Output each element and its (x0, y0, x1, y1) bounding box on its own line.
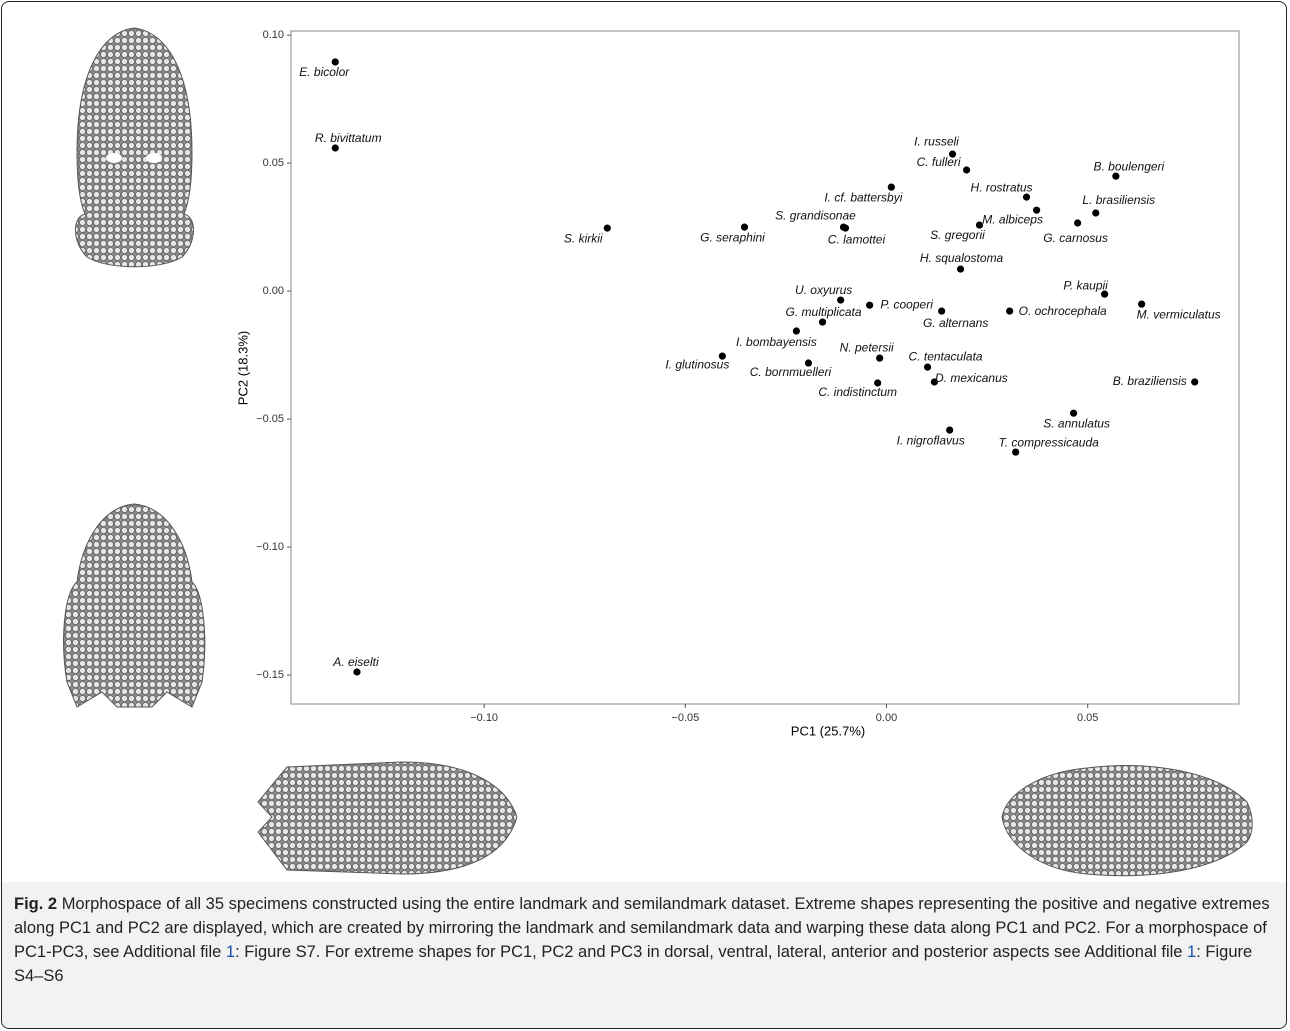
point (1092, 209, 1099, 216)
point-label: S. gregorii (930, 228, 985, 242)
point-label: H. rostratus (971, 180, 1033, 194)
y-tick-label: −0.10 (256, 541, 284, 553)
point (876, 355, 883, 362)
point (938, 307, 945, 314)
point-label: C. tentaculata (909, 349, 983, 363)
point-label: B. braziliensis (1113, 374, 1187, 388)
point-label: O. ochrocephala (1019, 304, 1107, 318)
y-tick-label: 0.05 (263, 157, 284, 169)
x-tick-label: −0.10 (470, 712, 498, 724)
point-label: T. compressicauda (999, 435, 1100, 449)
point-label: C. indistinctum (818, 385, 897, 399)
point (793, 327, 800, 334)
point (924, 364, 931, 371)
skull-pc1-positive (1002, 766, 1252, 876)
point-label: B. boulengeri (1094, 159, 1165, 173)
point-label: R. bivittatum (315, 131, 382, 145)
y-tick-label: −0.15 (256, 669, 284, 681)
point-label: M. vermiculatus (1137, 307, 1221, 321)
figure: PC1 (25.7%) PC2 (18.3%) −0.10 −0.05 0.00 0.… (1, 1, 1287, 1029)
point-label: C. lamottei (828, 232, 886, 246)
file-link[interactable]: 1 (226, 943, 235, 961)
y-axis-label: PC2 (18.3%) (235, 331, 250, 405)
point (866, 302, 873, 309)
point (837, 296, 844, 303)
point (332, 144, 339, 151)
x-axis-label: PC1 (25.7%) (791, 723, 865, 738)
point-label: G. multiplicata (786, 305, 862, 319)
point-label: M. albiceps (982, 212, 1043, 226)
point-label: H. squalostoma (920, 251, 1004, 265)
point-label: S. grandisonae (775, 208, 856, 222)
skull-pc2-positive (75, 28, 193, 267)
point (1023, 194, 1030, 201)
point (604, 225, 611, 232)
point (957, 265, 964, 272)
point-label: G. carnosus (1043, 231, 1108, 245)
point-label: C. bornmuelleri (750, 365, 832, 379)
x-tick-label: −0.05 (671, 712, 699, 724)
point (1191, 378, 1198, 385)
point-label: P. kaupii (1063, 278, 1108, 292)
point (1012, 449, 1019, 456)
point-label: A. eiselti (332, 655, 379, 669)
point (842, 225, 849, 232)
x-tick-label: 0.00 (876, 712, 897, 724)
point-label: G. alternans (923, 316, 988, 330)
caption-part: : Figure S7. For extreme shapes for PC1,… (235, 943, 1187, 961)
chart: PC1 (25.7%) PC2 (18.3%) −0.10 −0.05 0.00 0.… (2, 2, 1286, 882)
point (1006, 307, 1013, 314)
point-label: L. brasiliensis (1082, 193, 1155, 207)
point-label: S. annulatus (1043, 416, 1110, 430)
point (353, 668, 360, 675)
point-label: I. russeli (914, 134, 959, 148)
point-label: E. bicolor (299, 65, 350, 79)
point-label: G. seraphini (700, 230, 765, 244)
caption-text: Fig. 2 Morphospace of all 35 specimens c… (14, 892, 1274, 988)
point-label: C. fulleri (917, 155, 961, 169)
point-label: U. oxyurus (795, 283, 852, 297)
point-label: I. glutinosus (665, 357, 729, 371)
point-label: D. mexicanus (935, 371, 1008, 385)
point-label: I. cf. battersbyi (824, 190, 902, 204)
x-tick-label: 0.05 (1077, 712, 1098, 724)
point (819, 318, 826, 325)
point (963, 166, 970, 173)
skull-pc2-negative (64, 504, 205, 707)
caption-label: Fig. 2 (14, 895, 57, 913)
point-label: S. kirkii (564, 231, 603, 245)
y-tick-label: −0.05 (256, 413, 284, 425)
y-tick-label: 0.10 (263, 29, 284, 41)
point (1112, 173, 1119, 180)
point-label: P. cooperi (880, 297, 933, 311)
point-label: N. petersii (840, 340, 894, 354)
point-label: I. nigroflavus (897, 433, 965, 447)
file-link[interactable]: 1 (1187, 943, 1196, 961)
y-tick-label: 0.00 (263, 285, 284, 297)
point (1074, 219, 1081, 226)
caption: Fig. 2 Morphospace of all 35 specimens c… (2, 882, 1286, 1028)
skull-pc1-negative (258, 762, 517, 874)
point-label: I. bombayensis (736, 335, 817, 349)
